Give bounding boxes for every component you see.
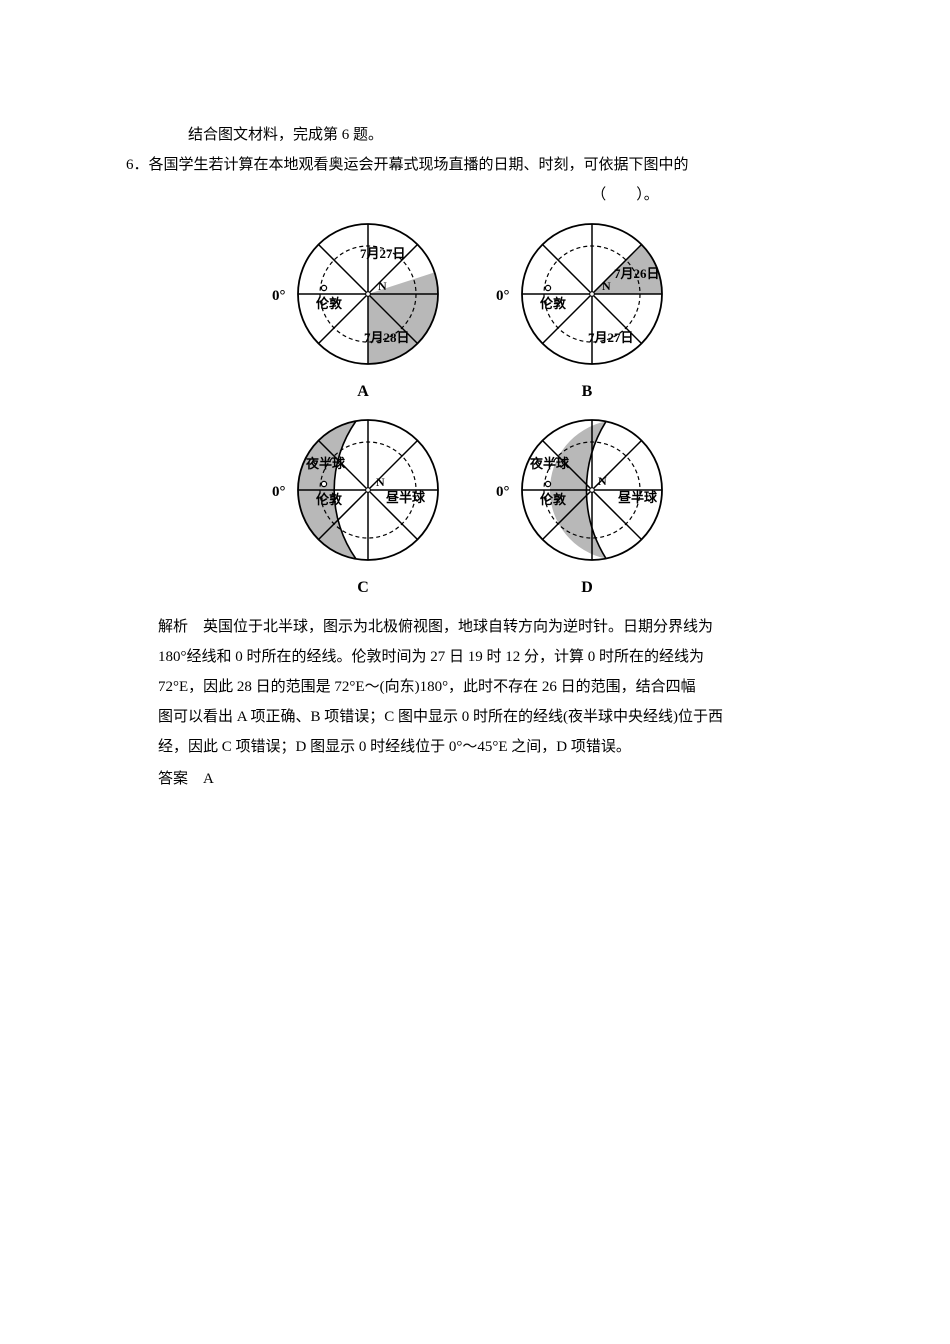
explain-prefix: 解析 [158, 619, 203, 635]
explain-line-2: 180°经线和 0 时所在的经线。伦敦时间为 27 日 19 时 12 分，计算… [158, 642, 840, 672]
answer-value: A [203, 771, 214, 787]
question-line: 6．各国学生若计算在本地观看奥运会开幕式现场直播的日期、时刻，可依据下图中的 [126, 150, 840, 180]
date-top-b: 7月26日 [614, 266, 660, 281]
zero-label-a: 0° [272, 288, 286, 304]
diagram-c-cell: N 伦敦 夜半球 昼半球 0° C [255, 410, 471, 604]
night-label-c: 夜半球 [305, 456, 346, 471]
explain-line-1: 解析 英国位于北半球，图示为北极俯视图，地球自转方向为逆时针。日期分界线为 [158, 612, 840, 642]
answer-bracket: （ ）。 [410, 180, 840, 210]
question-text: 各国学生若计算在本地观看奥运会开幕式现场直播的日期、时刻，可依据下图中的 [149, 157, 689, 173]
date-top-a: 7月27日 [360, 246, 406, 261]
question-number: 6． [126, 157, 149, 173]
day-label-d: 昼半球 [618, 490, 658, 505]
explain-line-4: 图可以看出 A 项正确、B 项错误；C 图中显示 0 时所在的经线(夜半球中央经… [158, 702, 840, 732]
answer-line: 答案 A [158, 764, 840, 794]
night-label-d: 夜半球 [529, 456, 570, 471]
explanation-block: 解析 英国位于北半球，图示为北极俯视图，地球自转方向为逆时针。日期分界线为 18… [158, 612, 840, 762]
london-label-b: 伦敦 [540, 296, 567, 311]
answer-prefix: 答案 [158, 771, 203, 787]
diagram-c-svg: N 伦敦 夜半球 昼半球 0° [258, 410, 468, 570]
diagram-d-cell: N 伦敦 夜半球 昼半球 0° D [479, 410, 695, 604]
diagram-a-label: A [357, 376, 369, 408]
london-dot-d [545, 481, 550, 486]
date-bot-a: 7月28日 [364, 330, 410, 345]
london-dot-c [321, 481, 326, 486]
intro-text: 结合图文材料，完成第 6 题。 [158, 120, 840, 150]
diagram-d-svg: N 伦敦 夜半球 昼半球 0° [482, 410, 692, 570]
npole-dot-c [366, 488, 371, 493]
explain-text-1: 英国位于北半球，图示为北极俯视图，地球自转方向为逆时针。日期分界线为 [203, 619, 713, 635]
zero-label-c: 0° [272, 484, 286, 500]
npole-dot-b [590, 292, 595, 297]
diagram-grid: N 伦敦 7月27日 7月28日 0° A [255, 214, 695, 604]
npole-label-a: N [378, 279, 387, 293]
day-label-c: 昼半球 [386, 490, 426, 505]
npole-label-d: N [598, 474, 607, 488]
npole-dot-a [366, 292, 371, 297]
diagram-b-svg: N 伦敦 7月26日 7月27日 0° [482, 214, 692, 374]
npole-label-b: N [602, 279, 611, 293]
date-bot-b: 7月27日 [588, 330, 634, 345]
diagram-b-cell: N 伦敦 7月26日 7月27日 0° B [479, 214, 695, 408]
london-label-a: 伦敦 [316, 296, 343, 311]
explain-line-5: 经，因此 C 项错误；D 图显示 0 时经线位于 0°～45°E 之间，D 项错… [158, 732, 840, 762]
diagram-d-label: D [581, 572, 593, 604]
diagram-b-label: B [582, 376, 593, 408]
diagram-c-label: C [357, 572, 369, 604]
zero-label-d: 0° [496, 484, 510, 500]
explain-line-3: 72°E，因此 28 日的范围是 72°E～(向东)180°，此时不存在 26 … [158, 672, 840, 702]
london-dot-b [545, 285, 550, 290]
london-dot-a [321, 285, 326, 290]
london-label-d: 伦敦 [540, 492, 567, 507]
npole-dot-d [590, 488, 595, 493]
npole-label-c: N [376, 475, 385, 489]
london-label-c: 伦敦 [316, 492, 343, 507]
diagram-a-svg: N 伦敦 7月27日 7月28日 0° [258, 214, 468, 374]
diagram-a-cell: N 伦敦 7月27日 7月28日 0° A [255, 214, 471, 408]
zero-label-b: 0° [496, 288, 510, 304]
